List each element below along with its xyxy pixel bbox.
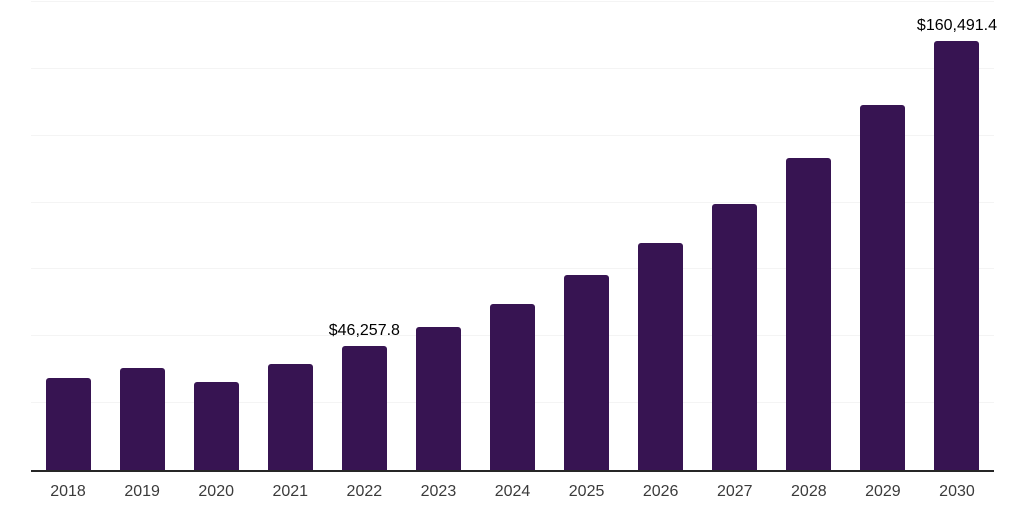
plot-area: $46,257.8 $160,491.4 [31,1,998,472]
x-tick-2024: 2024 [494,483,531,500]
gridline-75000 [31,268,994,270]
bar-slot-2023 [401,2,475,470]
data-label-2022: $46,257.8 [328,322,400,340]
bar-2025[interactable] [564,274,610,470]
data-label-2030: $160,491.4 [916,16,998,34]
gridline-175000 [31,1,994,2]
bar-2030[interactable] [934,40,980,470]
bar-2029[interactable] [860,104,906,470]
x-tick-2022: 2022 [346,483,383,500]
x-tick-2020: 2020 [198,483,234,500]
gridline-150000 [31,67,994,69]
bar-slot-2029 [846,2,920,470]
bar-slot-2025 [550,2,624,470]
bar-2028[interactable] [786,158,832,470]
x-tick-2026: 2026 [642,483,679,500]
bar-2020[interactable] [193,381,239,470]
bar-slot-2024 [475,2,549,470]
bar-2019[interactable] [119,368,165,470]
x-tick-2018: 2018 [50,483,86,500]
x-tick-2019: 2019 [124,483,160,500]
bar-2026[interactable] [638,242,684,470]
bars-container: $46,257.8 $160,491.4 [31,2,998,470]
x-tick-2028: 2028 [791,483,827,500]
bar-slot-2021 [253,2,327,470]
x-tick-2027: 2027 [716,483,753,500]
bar-2018[interactable] [45,377,91,470]
x-tick-2029: 2029 [865,483,901,500]
bar-2022[interactable] [341,346,387,470]
x-tick-2023: 2023 [420,483,457,500]
x-tick-2021: 2021 [272,483,309,500]
gridline-125000 [31,134,994,136]
x-tick-2025: 2025 [568,483,605,500]
x-tick-2030: 2030 [939,483,975,500]
bar-2021[interactable] [267,363,313,470]
gridline-100000 [31,201,994,203]
bar-slot-2028 [772,2,846,470]
bar-2023[interactable] [415,326,461,470]
bar-2024[interactable] [490,303,535,470]
bar-slot-2018 [31,2,105,470]
bar-slot-2030: $160,491.4 [916,2,998,470]
x-axis: 2018 2019 2020 2021 2022 2023 2024 2025 2026 2027… [31,472,994,512]
bar-slot-2022: $46,257.8 [327,2,401,470]
bar-slot-2027 [698,2,772,470]
bar-slot-2026 [624,2,698,470]
bar-2027[interactable] [712,204,758,470]
bar-slot-2019 [105,2,179,470]
bar-slot-2020 [179,2,253,470]
